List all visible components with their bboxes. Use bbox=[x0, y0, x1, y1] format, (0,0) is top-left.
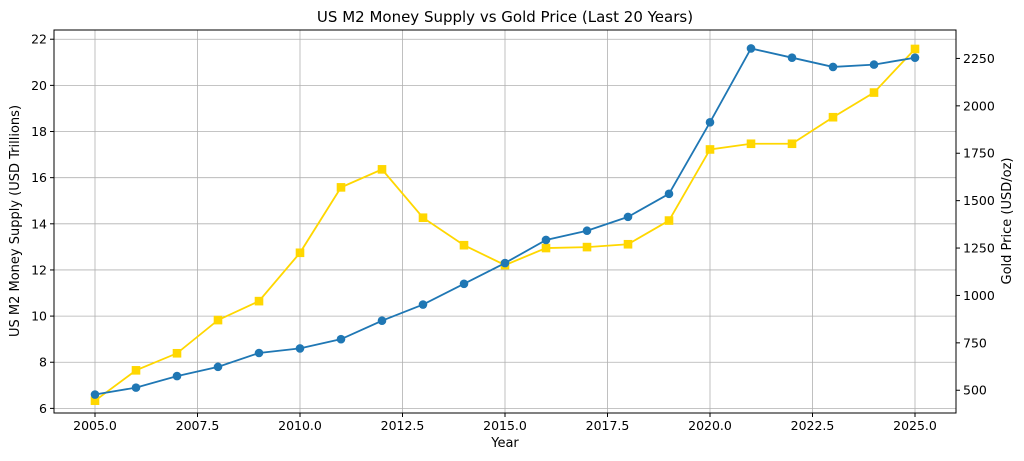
y-left-tick-label: 12 bbox=[31, 262, 47, 277]
data-point bbox=[90, 396, 100, 405]
y-left-tick-label: 16 bbox=[31, 170, 47, 185]
chart-title: US M2 Money Supply vs Gold Price (Last 2… bbox=[317, 8, 693, 26]
y-right-tick-label: 500 bbox=[963, 383, 987, 398]
data-point bbox=[213, 315, 223, 325]
data-point bbox=[418, 300, 428, 309]
y-left-tick-label: 14 bbox=[31, 216, 47, 231]
data-point bbox=[746, 139, 756, 149]
data-point bbox=[910, 44, 920, 54]
data-point bbox=[541, 235, 551, 245]
y-left-tick-label: 8 bbox=[39, 355, 47, 370]
data-point bbox=[459, 240, 469, 250]
data-point bbox=[623, 212, 633, 222]
data-point bbox=[254, 296, 264, 306]
data-point bbox=[869, 88, 879, 97]
x-tick-label: 2020.0 bbox=[688, 418, 732, 433]
data-point bbox=[787, 139, 797, 149]
series-gold bbox=[90, 44, 920, 405]
data-point bbox=[377, 165, 387, 174]
y-right-tick-label: 2250 bbox=[963, 51, 995, 66]
data-point bbox=[541, 243, 551, 253]
data-point bbox=[336, 334, 346, 344]
y-left-tick-label: 22 bbox=[31, 32, 47, 47]
data-point bbox=[828, 62, 838, 72]
data-point bbox=[377, 316, 387, 326]
y-right-tick-label: 1250 bbox=[963, 241, 995, 256]
y-left-axis-label: US M2 Money Supply (USD Trillions) bbox=[8, 105, 23, 337]
data-point bbox=[90, 390, 100, 399]
series-layer bbox=[90, 44, 920, 405]
x-tick-label: 2010.0 bbox=[278, 418, 322, 433]
grid bbox=[54, 30, 956, 413]
x-axis-label: Year bbox=[490, 436, 519, 451]
data-point bbox=[746, 44, 756, 53]
x-tick-label: 2012.5 bbox=[381, 418, 425, 433]
data-point bbox=[131, 366, 141, 375]
data-point bbox=[172, 371, 182, 381]
x-tick-label: 2015.0 bbox=[483, 418, 527, 433]
data-point bbox=[910, 53, 920, 62]
x-tick-label: 2025.0 bbox=[893, 418, 937, 433]
data-point bbox=[500, 258, 510, 268]
data-point bbox=[295, 344, 305, 353]
y-left-tick-label: 6 bbox=[39, 401, 47, 416]
data-point bbox=[705, 145, 715, 154]
data-point bbox=[254, 348, 264, 358]
data-point bbox=[623, 239, 633, 249]
data-point bbox=[582, 226, 592, 236]
y-left-tick-label: 18 bbox=[31, 124, 47, 139]
data-point bbox=[131, 383, 141, 392]
x-tick-label: 2017.5 bbox=[586, 418, 630, 433]
x-tick-label: 2005.0 bbox=[73, 418, 117, 433]
y-right-axis-ticks: 500 750 1000 1250 1500 1750 2000 2250 bbox=[956, 51, 995, 398]
data-point bbox=[172, 348, 182, 358]
y-left-tick-label: 10 bbox=[31, 309, 47, 324]
data-point bbox=[213, 362, 223, 372]
data-point bbox=[705, 117, 715, 127]
data-point bbox=[664, 189, 674, 199]
data-point bbox=[459, 279, 469, 289]
data-point bbox=[295, 248, 305, 258]
data-point bbox=[869, 60, 879, 69]
y-right-tick-label: 2000 bbox=[963, 98, 995, 113]
y-right-tick-label: 750 bbox=[963, 335, 987, 350]
x-axis-ticks: 2005.0 2007.5 2010.0 2012.5 2015.0 2017.5 2020… bbox=[73, 413, 937, 433]
y-right-axis-label: Gold Price (USD/oz) bbox=[1000, 158, 1015, 285]
x-tick-label: 2007.5 bbox=[176, 418, 220, 433]
y-right-tick-label: 1750 bbox=[963, 146, 995, 161]
data-point bbox=[828, 112, 838, 122]
y-right-tick-label: 1500 bbox=[963, 193, 995, 208]
data-point bbox=[582, 242, 592, 252]
data-point bbox=[787, 53, 797, 62]
data-point bbox=[664, 216, 674, 225]
series-m2 bbox=[90, 44, 920, 399]
y-right-tick-label: 1000 bbox=[963, 288, 995, 303]
data-point bbox=[336, 183, 346, 192]
x-tick-label: 2022.5 bbox=[791, 418, 835, 433]
data-point bbox=[418, 213, 428, 223]
y-left-axis-ticks: 6 8 10 12 14 16 18 20 22 bbox=[31, 32, 54, 416]
y-left-tick-label: 20 bbox=[31, 78, 47, 93]
